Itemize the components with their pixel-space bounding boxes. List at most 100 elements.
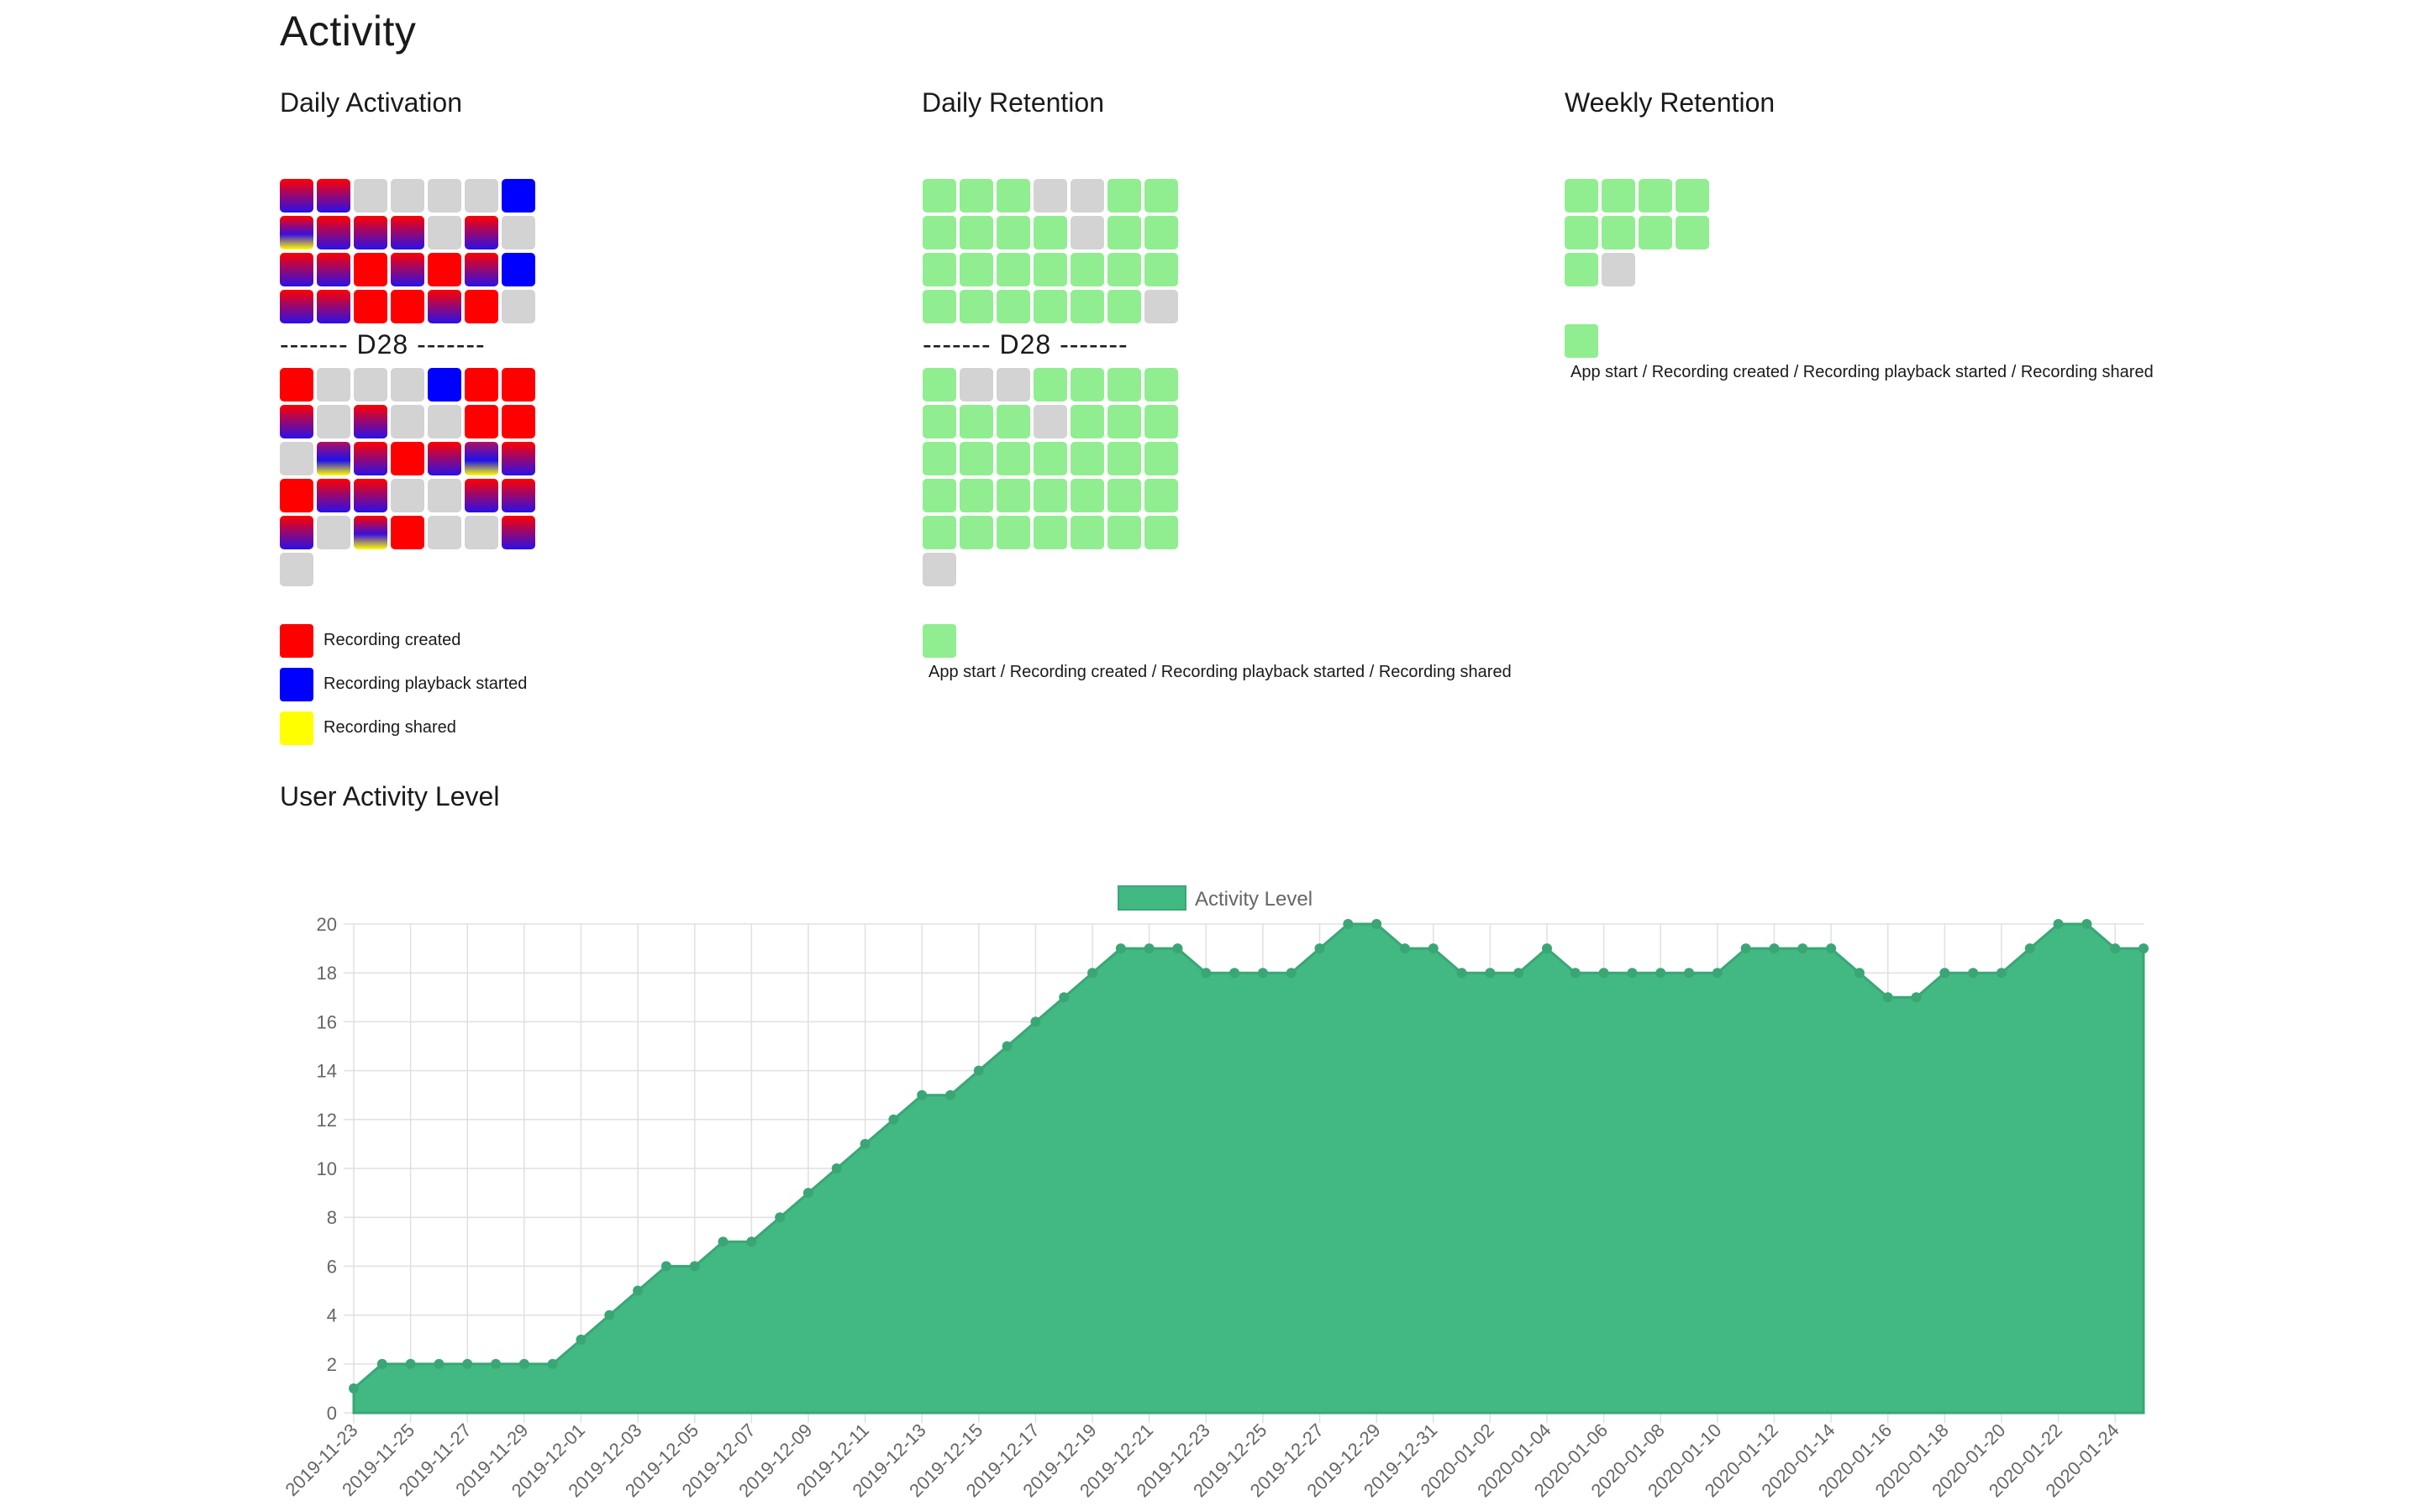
retained-cell [1107,368,1141,402]
data-point[interactable] [718,1236,729,1247]
weekly-legend-label: App start / Recording created / Recordin… [1570,363,2154,381]
data-point[interactable] [660,1261,671,1272]
data-point[interactable] [888,1114,899,1125]
retained-cell [1107,516,1141,549]
empty-day-cell [354,179,387,213]
data-point[interactable] [917,1089,928,1100]
data-point[interactable] [1399,943,1410,954]
retention-grid-bottom [923,368,1178,586]
data-point[interactable] [405,1358,416,1369]
data-point[interactable] [349,1383,359,1394]
data-point[interactable] [1684,968,1695,979]
data-point[interactable] [491,1358,502,1369]
data-point[interactable] [831,1163,842,1173]
data-point[interactable] [2081,919,2092,929]
data-point[interactable] [2053,919,2064,929]
recording-created-cell [465,290,498,323]
data-point[interactable] [2110,943,2121,954]
data-point[interactable] [1002,1041,1013,1052]
retained-cell [960,479,993,512]
created-and-playback-cell [280,516,313,549]
data-point[interactable] [1115,943,1126,954]
legend-item-recording-playback-started: Recording playback started [280,668,527,701]
data-point[interactable] [1286,968,1297,979]
retained-cell [1676,216,1709,249]
data-point[interactable] [1087,968,1098,979]
retained-cell [1565,179,1598,213]
grid-spacer [1107,553,1141,586]
data-point[interactable] [1371,919,1382,929]
data-point[interactable] [1513,968,1524,979]
empty-day-cell [502,290,535,323]
recording-created-cell [354,290,387,323]
created-and-playback-cell [502,479,535,512]
data-point[interactable] [434,1358,445,1369]
data-point[interactable] [1655,968,1666,979]
data-point[interactable] [775,1212,786,1223]
grid-spacer [1676,253,1709,286]
data-point[interactable] [2024,943,2035,954]
empty-day-cell [391,479,424,512]
data-point[interactable] [1968,968,1979,979]
data-point[interactable] [2139,943,2149,954]
chart-legend-swatch[interactable] [1118,885,1186,911]
data-point[interactable] [1343,919,1354,929]
retained-cell [960,290,993,323]
data-point[interactable] [1598,968,1609,979]
data-point[interactable] [633,1285,644,1296]
data-point[interactable] [1172,943,1183,954]
data-point[interactable] [1826,943,1837,954]
data-point[interactable] [1428,943,1439,954]
data-point[interactable] [376,1358,387,1369]
data-point[interactable] [1257,968,1268,979]
empty-day-cell [960,368,993,402]
data-point[interactable] [1882,992,1893,1003]
data-point[interactable] [518,1358,529,1369]
retained-cell [1639,179,1672,213]
data-point[interactable] [1939,968,1950,979]
legend-swatch-blue [280,668,313,701]
data-point[interactable] [1769,943,1780,954]
grid-spacer [502,553,535,586]
data-point[interactable] [860,1138,871,1149]
recording-created-cell [502,368,535,402]
empty-day-cell [502,216,535,249]
chart-legend[interactable]: Activity Level [1118,885,1313,911]
data-point[interactable] [1201,968,1212,979]
empty-day-cell [1034,405,1067,438]
data-point[interactable] [802,1188,813,1199]
data-point[interactable] [1144,943,1155,954]
data-point[interactable] [973,1065,984,1076]
chart-legend-label[interactable]: Activity Level [1195,888,1313,911]
data-point[interactable] [1485,968,1496,979]
retained-cell [1602,179,1635,213]
data-point[interactable] [1456,968,1467,979]
data-point[interactable] [1542,943,1552,954]
data-point[interactable] [1911,992,1922,1003]
retention-legend-swatch [923,624,956,658]
data-point[interactable] [1627,968,1638,979]
data-point[interactable] [1740,943,1751,954]
data-point[interactable] [1229,968,1240,979]
data-point[interactable] [1570,968,1581,979]
data-point[interactable] [1314,943,1325,954]
created-and-playback-cell [317,290,350,323]
data-point[interactable] [1854,968,1865,979]
activation-grid-bottom [280,368,535,586]
data-point[interactable] [689,1261,700,1272]
y-tick-label: 14 [317,1061,337,1082]
data-point[interactable] [462,1358,473,1369]
retained-cell [1071,516,1104,549]
data-point[interactable] [576,1334,587,1345]
data-point[interactable] [1712,968,1723,979]
data-point[interactable] [1030,1016,1041,1027]
data-point[interactable] [1059,992,1070,1003]
data-point[interactable] [604,1310,615,1320]
data-point[interactable] [945,1089,955,1100]
data-point[interactable] [1797,943,1808,954]
data-point[interactable] [547,1358,558,1369]
data-point[interactable] [746,1236,757,1247]
retained-cell [1676,179,1709,213]
data-point[interactable] [1996,968,2007,979]
created-and-playback-cell [317,253,350,286]
